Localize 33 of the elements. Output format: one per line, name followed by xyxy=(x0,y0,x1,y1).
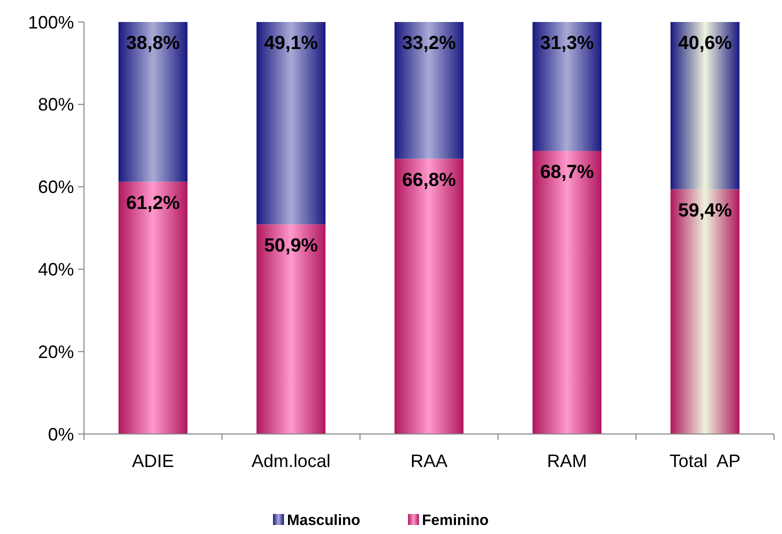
legend-label: Feminino xyxy=(422,512,489,529)
y-tick-label: 80% xyxy=(38,94,74,115)
data-label: 61,2% xyxy=(126,192,180,214)
bar xyxy=(532,22,602,151)
bar xyxy=(118,22,188,182)
bar xyxy=(670,189,740,434)
bar xyxy=(256,224,326,434)
x-tick-label: Total AP xyxy=(669,451,741,471)
y-tick-label: 0% xyxy=(48,424,74,444)
data-label: 49,1% xyxy=(264,33,318,54)
y-tick-label: 20% xyxy=(38,342,74,362)
x-tick-label: RAM xyxy=(547,451,587,471)
legend-label: Masculino xyxy=(287,512,360,529)
data-label: 66,8% xyxy=(402,170,456,191)
x-tick-label: ADIE xyxy=(132,451,174,471)
data-label: 33,2% xyxy=(402,33,456,54)
bar xyxy=(394,22,464,159)
data-label: 38,8% xyxy=(126,33,180,54)
y-tick-label: 100% xyxy=(28,12,74,32)
data-label: 59,4% xyxy=(678,200,732,222)
bar xyxy=(670,22,740,190)
x-tick-label: RAA xyxy=(410,451,448,471)
data-label: 50,9% xyxy=(264,235,318,256)
y-tick-label: 40% xyxy=(38,260,74,280)
data-label: 68,7% xyxy=(540,162,594,183)
bar xyxy=(256,22,326,224)
x-tick-label: Adm.local xyxy=(251,451,331,471)
bar xyxy=(394,158,464,434)
data-label: 40,6% xyxy=(678,33,732,54)
bar xyxy=(118,182,188,434)
y-tick-label: 60% xyxy=(38,177,74,198)
bar xyxy=(532,150,602,434)
data-label: 31,3% xyxy=(540,33,594,54)
